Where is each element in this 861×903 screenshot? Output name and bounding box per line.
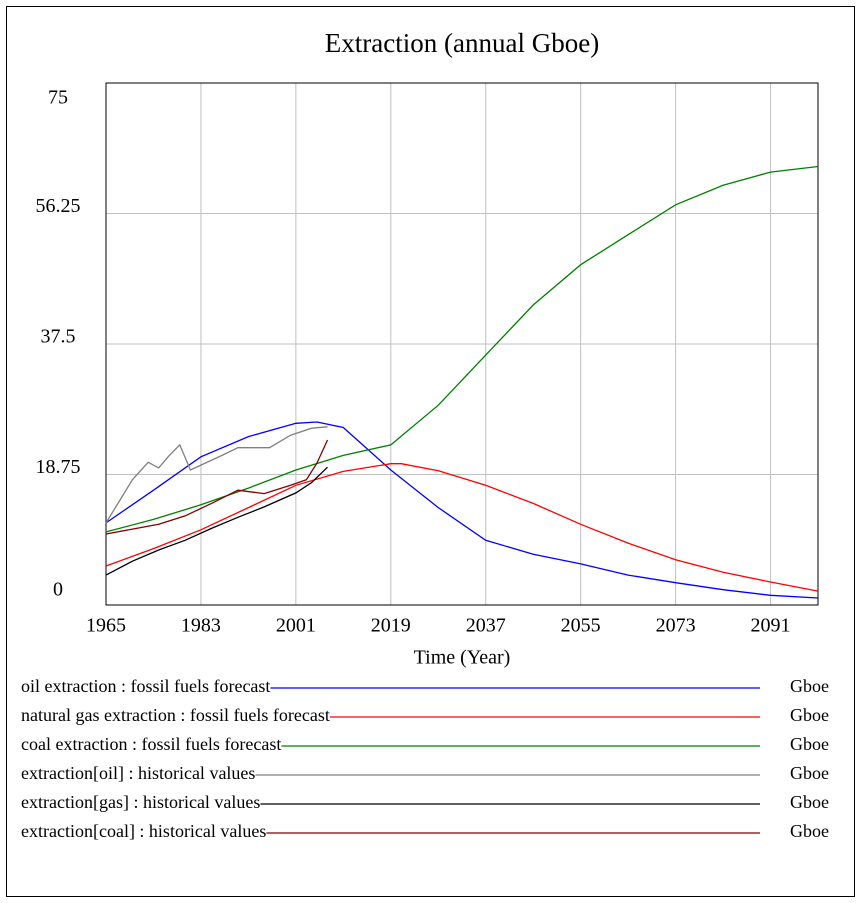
x-tick-label: 2073 bbox=[656, 615, 696, 637]
series-line bbox=[105, 463, 819, 592]
legend-unit: Gboe bbox=[790, 821, 829, 841]
legend-unit: Gboe bbox=[790, 676, 829, 696]
x-tick-label: 2001 bbox=[276, 615, 316, 637]
y-tick-label: 0 bbox=[53, 579, 63, 601]
x-tick-label: 2091 bbox=[751, 615, 791, 637]
y-tick-label: 56.25 bbox=[36, 195, 81, 217]
x-tick-label: 2055 bbox=[561, 615, 601, 637]
x-tick-label: 1965 bbox=[86, 615, 126, 637]
x-tick-label: 2019 bbox=[371, 615, 411, 637]
x-tick-label: 1983 bbox=[181, 615, 221, 637]
x-tick-label: 2037 bbox=[466, 615, 506, 637]
legend-label: oil extraction : fossil fuels forecast bbox=[21, 676, 270, 696]
legend-label: extraction[gas] : historical values bbox=[21, 792, 260, 812]
plot-frame bbox=[105, 82, 819, 606]
y-tick-label: 18.75 bbox=[36, 456, 81, 478]
series-line bbox=[105, 426, 328, 524]
legend-unit: Gboe bbox=[790, 763, 829, 783]
legend-label: natural gas extraction : fossil fuels fo… bbox=[21, 705, 330, 725]
x-axis-label: Time (Year) bbox=[414, 647, 511, 669]
legend-label: coal extraction : fossil fuels forecast bbox=[21, 734, 281, 754]
series-line bbox=[105, 421, 819, 599]
series-line bbox=[105, 466, 328, 576]
legend-label: extraction[oil] : historical values bbox=[21, 763, 255, 783]
series-line bbox=[105, 439, 329, 535]
legend-unit: Gboe bbox=[790, 734, 829, 754]
legend-unit: Gboe bbox=[790, 705, 829, 725]
legend-label: extraction[coal] : historical values bbox=[21, 821, 266, 841]
frame bbox=[6, 6, 855, 897]
legend-unit: Gboe bbox=[790, 792, 829, 812]
chart-title: Extraction (annual Gboe) bbox=[325, 28, 599, 58]
y-tick-label: 37.5 bbox=[41, 326, 76, 348]
y-tick-label: 75 bbox=[48, 87, 68, 109]
